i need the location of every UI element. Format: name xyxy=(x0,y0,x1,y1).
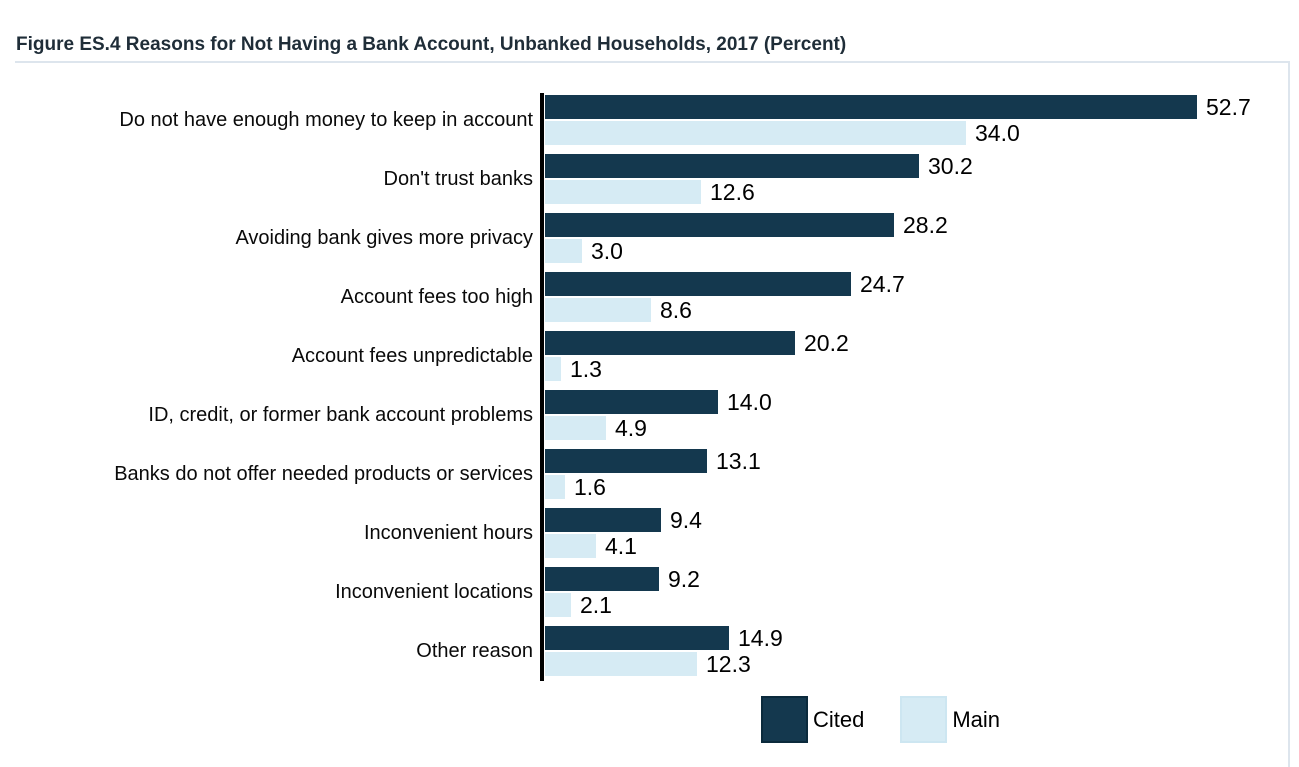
cited-value-label: 52.7 xyxy=(1206,93,1251,120)
bar-group: ID, credit, or former bank account probl… xyxy=(0,390,1299,440)
cited-value-label: 24.7 xyxy=(860,270,905,297)
bar-stack: 9.4 4.1 xyxy=(545,508,702,558)
cited-value-label: 30.2 xyxy=(928,152,973,179)
bar-group: Don't trust banks 30.2 12.6 xyxy=(0,154,1299,204)
bar-chart: Do not have enough money to keep in acco… xyxy=(0,95,1299,685)
cited-value-label: 13.1 xyxy=(716,447,761,474)
bar-group: Account fees unpredictable 20.2 1.3 xyxy=(0,331,1299,381)
category-label: ID, credit, or former bank account probl… xyxy=(148,404,533,426)
main-bar xyxy=(545,475,565,499)
category-label: Don't trust banks xyxy=(383,168,533,190)
cited-value-label: 9.2 xyxy=(668,565,700,592)
main-bar xyxy=(545,534,596,558)
main-value-label: 12.3 xyxy=(706,650,751,677)
main-value-label: 12.6 xyxy=(710,178,755,205)
cited-value-label: 14.0 xyxy=(727,388,772,415)
bar-stack: 14.9 12.3 xyxy=(545,626,783,676)
main-bar xyxy=(545,121,966,145)
cited-bar xyxy=(545,154,919,178)
legend-main-label: Main xyxy=(952,706,1001,732)
category-label: Do not have enough money to keep in acco… xyxy=(119,109,533,131)
legend-main-swatch xyxy=(900,696,948,743)
main-bar xyxy=(545,298,651,322)
cited-value-label: 20.2 xyxy=(804,329,849,356)
category-label: Account fees too high xyxy=(340,286,533,308)
cited-bar xyxy=(545,272,851,296)
main-value-label: 2.1 xyxy=(580,591,612,618)
main-bar xyxy=(545,416,606,440)
cited-value-label: 14.9 xyxy=(738,624,783,651)
bar-group: Inconvenient hours 9.4 4.1 xyxy=(0,508,1299,558)
main-bar xyxy=(545,239,582,263)
cited-bar xyxy=(545,95,1197,119)
content-panel-border xyxy=(15,61,1290,767)
bar-group: Banks do not offer needed products or se… xyxy=(0,449,1299,499)
bar-stack: 52.7 34.0 xyxy=(545,95,1251,145)
bar-group: Account fees too high 24.7 8.6 xyxy=(0,272,1299,322)
legend: Cited Main xyxy=(761,696,1000,743)
main-value-label: 1.6 xyxy=(574,473,606,500)
main-value-label: 8.6 xyxy=(660,296,692,323)
bar-stack: 30.2 12.6 xyxy=(545,154,973,204)
main-value-label: 4.1 xyxy=(605,532,637,559)
cited-bar xyxy=(545,508,661,532)
y-axis-line xyxy=(540,93,544,681)
category-label: Other reason xyxy=(416,640,533,662)
category-label: Inconvenient locations xyxy=(335,581,533,603)
category-label: Inconvenient hours xyxy=(363,522,533,544)
main-value-label: 1.3 xyxy=(570,355,602,382)
main-bar xyxy=(545,180,701,204)
main-value-label: 3.0 xyxy=(591,237,623,264)
bar-stack: 13.1 1.6 xyxy=(545,449,761,499)
main-bar xyxy=(545,652,697,676)
cited-bar xyxy=(545,390,718,414)
bar-stack: 28.2 3.0 xyxy=(545,213,948,263)
cited-bar xyxy=(545,567,659,591)
cited-bar xyxy=(545,331,795,355)
cited-bar xyxy=(545,449,707,473)
bar-stack: 20.2 1.3 xyxy=(545,331,849,381)
bar-stack: 9.2 2.1 xyxy=(545,567,700,617)
category-label: Avoiding bank gives more privacy xyxy=(235,227,533,249)
bar-group: Avoiding bank gives more privacy 28.2 3.… xyxy=(0,213,1299,263)
main-value-label: 4.9 xyxy=(615,414,647,441)
cited-bar xyxy=(545,626,729,650)
bar-stack: 24.7 8.6 xyxy=(545,272,905,322)
bar-group: Other reason 14.9 12.3 xyxy=(0,626,1299,676)
main-bar xyxy=(545,357,561,381)
main-bar xyxy=(545,593,571,617)
cited-bar xyxy=(545,213,894,237)
legend-cited-label: Cited xyxy=(813,706,865,732)
legend-cited-swatch xyxy=(761,696,808,743)
bar-group: Inconvenient locations 9.2 2.1 xyxy=(0,567,1299,617)
cited-value-label: 9.4 xyxy=(670,506,702,533)
category-label: Account fees unpredictable xyxy=(291,345,533,367)
category-label: Banks do not offer needed products or se… xyxy=(114,463,533,485)
cited-value-label: 28.2 xyxy=(903,211,948,238)
bar-stack: 14.0 4.9 xyxy=(545,390,772,440)
main-value-label: 34.0 xyxy=(975,119,1020,146)
bar-group: Do not have enough money to keep in acco… xyxy=(0,95,1299,145)
figure-title: Figure ES.4 Reasons for Not Having a Ban… xyxy=(16,34,847,55)
